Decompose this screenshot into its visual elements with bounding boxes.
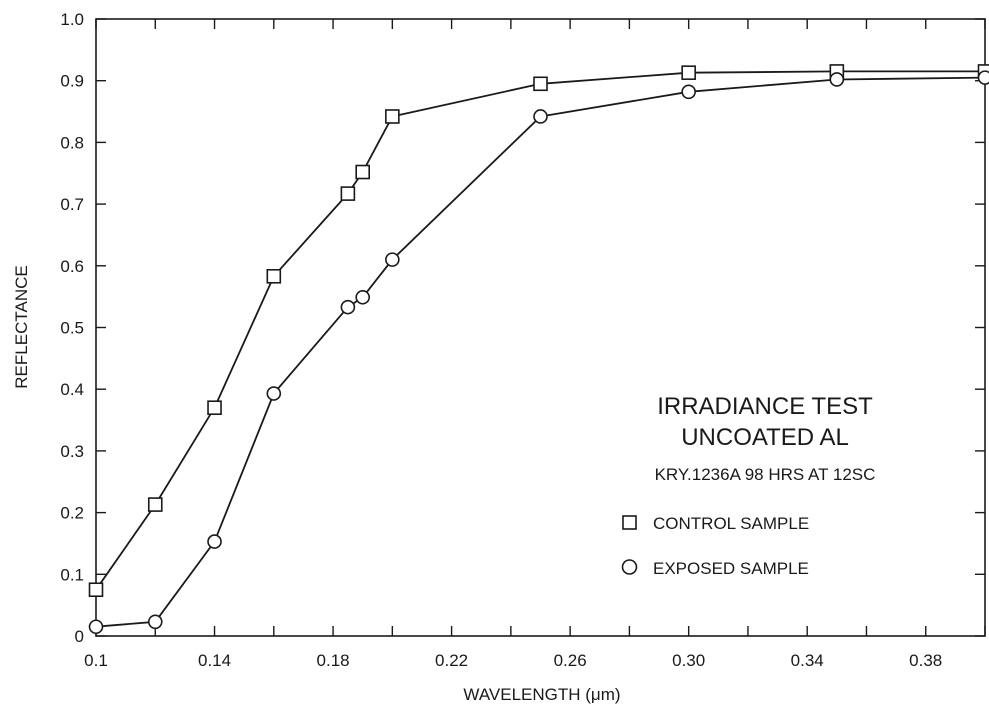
exposed-sample-point [266, 386, 282, 401]
control-sample-point [88, 582, 104, 598]
y-tick-label: 0.3 [60, 442, 84, 461]
exposed-sample-point [340, 299, 356, 315]
legend-circle-marker-icon [621, 559, 638, 575]
x-tick-label: 0.34 [791, 651, 824, 670]
y-tick-label: 0.5 [60, 319, 84, 338]
legend-title-line1: IRRADIANCE TEST [657, 393, 873, 420]
legend-entry-exposed: EXPOSED SAMPLE [653, 559, 809, 578]
x-tick-label: 0.18 [317, 651, 350, 670]
control-sample-point [533, 76, 548, 92]
x-tick-label: 0.26 [554, 651, 587, 670]
y-tick-label: 0.7 [60, 195, 84, 214]
exposed-sample-point [207, 534, 222, 549]
control-sample-point [207, 400, 222, 416]
series-line-control [95, 70, 985, 591]
y-tick-label: 0.8 [60, 133, 84, 152]
x-axis-label: WAVELENGTH (μm) [463, 685, 620, 704]
series-layer [88, 64, 989, 635]
y-tick-label: 0.2 [60, 504, 84, 523]
exposed-sample-point [355, 289, 371, 305]
control-sample-point [355, 164, 371, 180]
x-tick-label: 0.38 [909, 651, 942, 670]
exposed-sample-point [385, 252, 400, 267]
y-tick-label: 0.6 [60, 257, 84, 276]
legend-square-marker-icon [622, 515, 637, 530]
control-sample-point [681, 65, 696, 80]
y-axis-label: REFLECTANCE [12, 265, 31, 388]
legend: IRRADIANCE TEST UNCOATED AL KRY.1236A 98… [621, 393, 876, 578]
x-tick-label: 0.1 [84, 651, 108, 670]
legend-title-line2: UNCOATED AL [681, 424, 849, 451]
x-tick-label: 0.14 [198, 651, 231, 670]
y-tick-label: 0.9 [60, 72, 84, 91]
x-tick-label: 0.22 [435, 651, 468, 670]
y-tick-label: 1.0 [60, 10, 84, 29]
axis-ticks-layer: 00.10.20.30.40.50.60.70.80.91.00.1 0.14 0.… [60, 10, 986, 670]
control-sample-point [385, 109, 400, 124]
y-tick-label: 0.1 [60, 565, 84, 584]
control-sample-point [147, 497, 163, 512]
control-sample-point [340, 186, 356, 201]
exposed-sample-point [147, 614, 163, 630]
legend-subtitle: KRY.1236A 98 HRS AT 12SC [655, 465, 876, 484]
exposed-sample-point [681, 84, 696, 100]
control-sample-point [266, 268, 282, 284]
exposed-sample-point [977, 70, 989, 85]
legend-entry-control: CONTROL SAMPLE [653, 514, 809, 533]
y-tick-label: 0.4 [60, 380, 84, 399]
series-line-exposed [95, 76, 986, 628]
x-tick-label: 0.30 [672, 651, 705, 670]
exposed-sample-point [829, 72, 845, 87]
exposed-sample-point [533, 109, 548, 124]
exposed-sample-point [88, 619, 104, 635]
y-tick-label: 0 [75, 627, 84, 646]
